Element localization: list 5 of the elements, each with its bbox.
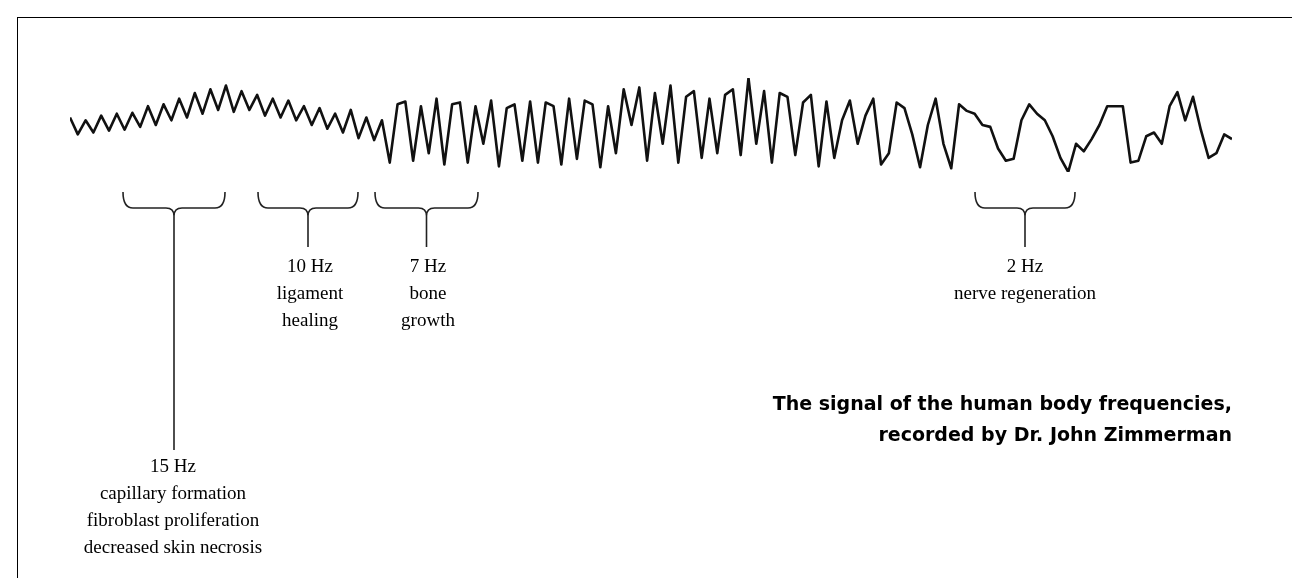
text: 2 Hz nerve regeneration — [954, 254, 1096, 305]
text: 15 Hz capillary formation fibroblast proliferation decreased skin necrosis — [83, 454, 263, 559]
text: The signal of the human body frequencies, recorded by Dr. John Zimmerman — [772, 391, 1232, 447]
text: 10 Hz ligament healing — [276, 254, 344, 332]
text: 7 Hz bone growth — [401, 254, 455, 332]
